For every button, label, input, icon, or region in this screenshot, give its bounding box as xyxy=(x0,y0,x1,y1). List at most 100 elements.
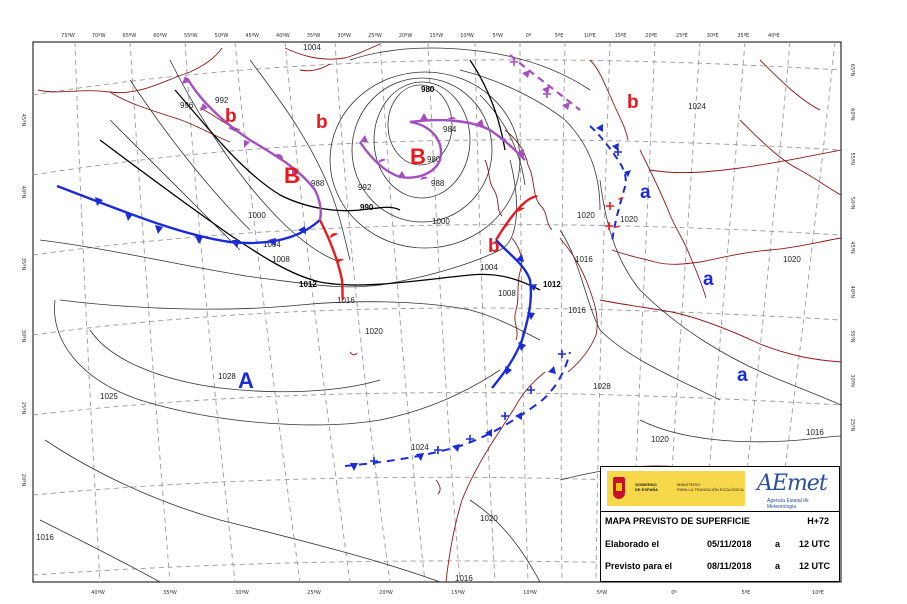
longitude-label: 35ºW xyxy=(307,33,321,39)
stationary-front-south xyxy=(344,351,571,467)
longitude-label: 20ºW xyxy=(379,590,393,596)
legend-header: GOBIERNO DE ESPAÑA MINISTERIO PARA LA TR… xyxy=(601,467,839,512)
occluded-front-ne xyxy=(509,54,581,111)
isobar-label: 1004 xyxy=(263,240,281,249)
isobar-label: 1004 xyxy=(303,43,321,52)
isobar-label: 1020 xyxy=(651,435,669,444)
longitude-label: 30ºW xyxy=(337,33,351,39)
top-longitude-labels: 75ºW 70ºW 65ºW 60ºW 55ºW 50ºW 45ºW 40ºW 35ºW 30ºW… xyxy=(61,33,780,39)
latitude-label: 35ºN xyxy=(849,330,855,343)
stationary-front-south-pips xyxy=(350,366,556,471)
occluded-front-central xyxy=(359,118,526,179)
warm-front-iberia-pips xyxy=(502,207,525,230)
isobar-label: 1004 xyxy=(480,263,498,272)
longitude-label: 10ºE xyxy=(812,590,824,596)
system-letter: b xyxy=(627,92,639,113)
isobar-label: 1020 xyxy=(365,327,383,336)
longitude-label: 15ºE xyxy=(615,33,627,39)
isobar-label: 996 xyxy=(180,101,194,110)
forecast-horizon: H+72 xyxy=(807,516,829,526)
longitude-label: 5ºW xyxy=(597,590,608,596)
longitude-label: 5ºE xyxy=(742,590,751,596)
government-logo: GOBIERNO DE ESPAÑA MINISTERIO PARA LA TR… xyxy=(607,471,745,506)
isobars xyxy=(39,47,841,582)
system-letter: b xyxy=(225,106,237,127)
longitude-label: 10ºW xyxy=(460,33,474,39)
occluded-front-nw xyxy=(185,77,322,221)
valid-row: Previsto para el 08/11/2018 a 12 UTC xyxy=(605,561,837,573)
left-latitude-labels: 45ºN 40ºN 35ºN 30ºN 25ºN 20ºN xyxy=(20,114,26,487)
latitude-label: 60ºN xyxy=(849,108,855,121)
issued-time: 12 UTC xyxy=(799,539,831,549)
aemet-logo-word: AEmet xyxy=(757,471,828,496)
cold-front-west xyxy=(56,184,321,245)
valid-date: 08/11/2018 xyxy=(707,561,752,571)
longitude-label: 25ºW xyxy=(307,590,321,596)
system-letter: B xyxy=(410,144,426,169)
aemet-logo: AEmet Agencia Estatal de Meteorología xyxy=(751,469,837,510)
isobar-label: 988 xyxy=(431,179,445,188)
longitude-label: 0º xyxy=(671,590,677,596)
isobar-label: 1028 xyxy=(593,382,611,391)
stationary-front-east-crosses xyxy=(605,202,614,230)
graticule xyxy=(33,42,841,582)
isobar-label: 1016 xyxy=(455,574,473,583)
latitude-label: 45ºN xyxy=(20,114,26,127)
isobar-label: 1020 xyxy=(577,211,595,220)
issued-separator: a xyxy=(775,539,781,549)
longitude-label: 30ºW xyxy=(235,590,249,596)
issued-date: 05/11/2018 xyxy=(707,539,752,549)
latitude-label: 30ºN xyxy=(849,374,855,387)
isobar-label: 1008 xyxy=(272,255,290,264)
stationary-front-south-crosses xyxy=(370,350,566,465)
ministry-label: MINISTERIO PARA LA TRANSICIÓN ECOLÓGICA xyxy=(677,482,744,492)
aemet-logo-subtitle: Agencia Estatal de Meteorología xyxy=(767,498,809,510)
isobar-label: 1016 xyxy=(806,428,824,437)
longitude-label: 5ºE xyxy=(555,33,564,39)
isobar-label: 1016 xyxy=(337,296,355,305)
isobar-label: 1016 xyxy=(575,255,593,264)
isobar-label: 990 xyxy=(360,203,374,212)
system-letter: B xyxy=(284,163,300,188)
latitude-label: 30ºN xyxy=(20,330,26,343)
latitude-label: 40ºN xyxy=(849,286,855,299)
system-letter: b xyxy=(488,236,500,257)
longitude-label: 15ºW xyxy=(430,33,444,39)
pressure-systems: b B b B b b a a a A xyxy=(225,92,748,393)
occluded-front-nw-pips xyxy=(182,76,298,177)
coat-of-arms-icon xyxy=(613,477,625,499)
isobar-label: 1020 xyxy=(480,514,498,523)
isobar-label: 1000 xyxy=(432,217,450,226)
warm-front-west xyxy=(318,219,345,301)
isobar-label: 980 xyxy=(427,155,441,164)
longitude-label: 25ºW xyxy=(368,33,382,39)
longitude-label: 60ºW xyxy=(153,33,167,39)
isobar-label: 988 xyxy=(311,179,325,188)
longitude-label: 50ºW xyxy=(215,33,229,39)
right-latitude-labels: 65ºN 60ºN 55ºN 50ºN 45ºN 40ºN 35ºN 30ºN 25ºN xyxy=(849,64,855,432)
map-legend: GOBIERNO DE ESPAÑA MINISTERIO PARA LA TR… xyxy=(600,466,840,582)
cold-front-iberia-pips xyxy=(505,254,537,375)
latitude-label: 35ºN xyxy=(20,258,26,271)
longitude-label: 45ºW xyxy=(245,33,259,39)
system-letter: a xyxy=(737,365,748,386)
issued-row: Elaborado el 05/11/2018 a 12 UTC xyxy=(605,539,837,551)
isobar-label: 1012 xyxy=(543,280,561,289)
system-letter: b xyxy=(316,112,328,133)
bottom-longitude-labels: 40ºW 35ºW 30ºW 25ºW 20ºW 15ºW 10ºW 5ºW 0º 5ºE 10ºE xyxy=(91,590,824,596)
longitude-label: 35ºE xyxy=(737,33,749,39)
isobar-label: 1008 xyxy=(498,289,516,298)
latitude-label: 20ºN xyxy=(20,474,26,487)
isobar-label: 1024 xyxy=(688,102,706,111)
warm-front-west-pips xyxy=(330,232,344,262)
longitude-label: 25ºE xyxy=(676,33,688,39)
valid-time: 12 UTC xyxy=(799,561,831,571)
longitude-label: 10ºE xyxy=(584,33,596,39)
longitude-label: 15ºW xyxy=(451,590,465,596)
isobar-label: 984 xyxy=(443,125,457,134)
longitude-label: 20ºE xyxy=(645,33,657,39)
longitude-label: 75ºW xyxy=(61,33,75,39)
longitude-label: 70ºW xyxy=(92,33,106,39)
latitude-label: 25ºN xyxy=(20,402,26,415)
